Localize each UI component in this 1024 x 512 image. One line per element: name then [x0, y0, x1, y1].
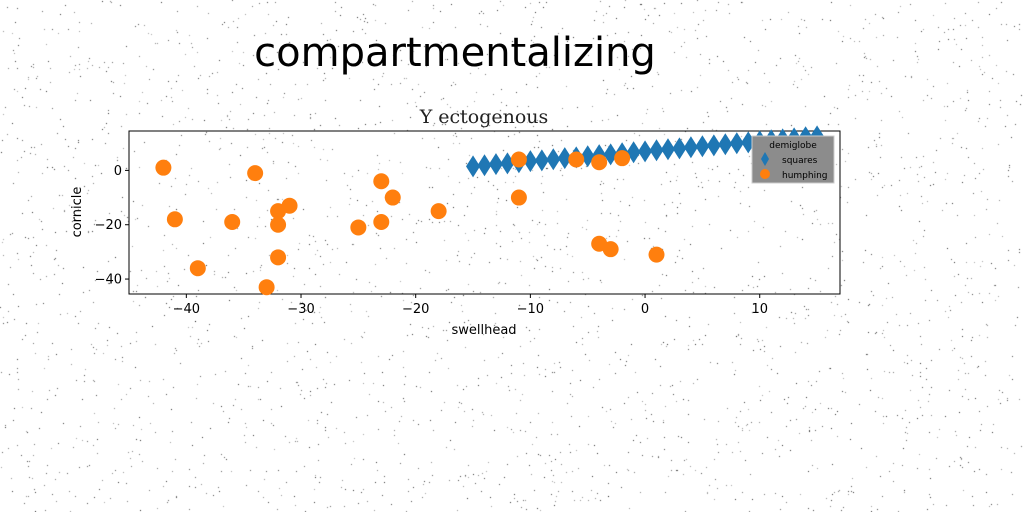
y-tick-label: −20 — [95, 218, 122, 233]
plot-area — [128, 130, 841, 295]
x-tick-label: −10 — [517, 302, 544, 317]
x-tick-label: −40 — [173, 302, 200, 317]
data-point-humphing — [258, 279, 275, 296]
legend-title: demiglobe — [769, 141, 817, 151]
x-tick-label: −30 — [287, 302, 314, 317]
data-point-humphing — [270, 216, 287, 233]
data-point-squares — [477, 154, 492, 177]
data-point-humphing — [270, 249, 287, 266]
data-point-humphing — [510, 151, 527, 168]
data-point-humphing — [510, 189, 527, 206]
data-point-squares — [546, 148, 561, 171]
data-point-squares — [523, 150, 538, 173]
data-point-squares — [488, 153, 503, 176]
y-tick-label: 0 — [114, 164, 122, 179]
data-point-squares — [500, 152, 515, 175]
data-point-squares — [466, 155, 481, 178]
x-axis: −40 −30 −20 −10 0 10 — [173, 294, 768, 317]
x-tick-label: −20 — [402, 302, 429, 317]
data-point-squares — [706, 134, 721, 157]
data-point-squares — [718, 133, 733, 156]
data-point-humphing — [224, 214, 241, 231]
data-point-humphing — [591, 154, 608, 171]
data-point-humphing — [430, 203, 447, 220]
data-point-humphing — [373, 173, 390, 190]
legend-label-humphing: humphing — [782, 171, 828, 181]
data-point-humphing — [602, 241, 619, 258]
data-point-humphing — [155, 159, 172, 176]
data-point-humphing — [648, 246, 665, 263]
data-point-humphing — [189, 260, 206, 277]
data-point-squares — [660, 138, 675, 161]
data-point-humphing — [568, 151, 585, 168]
data-point-squares — [649, 139, 664, 162]
x-tick-label: 0 — [641, 302, 649, 317]
legend: demiglobe squares humphing — [751, 135, 835, 184]
data-point-squares — [672, 137, 687, 160]
data-point-squares — [638, 140, 653, 163]
data-point-squares — [695, 135, 710, 158]
data-point-humphing — [247, 165, 264, 182]
data-point-humphing — [166, 211, 183, 228]
data-point-squares — [557, 147, 572, 170]
data-point-squares — [683, 136, 698, 159]
series-humphing — [155, 150, 665, 296]
chart-title: Y ectogenous — [419, 106, 549, 128]
x-axis-label: swellhead — [451, 323, 516, 338]
y-axis: −40 −20 0 — [95, 164, 129, 288]
legend-label-squares: squares — [782, 156, 818, 166]
data-point-humphing — [281, 197, 298, 214]
data-point-squares — [534, 149, 549, 172]
figure-suptitle: compartmentalizing — [254, 30, 656, 76]
x-tick-label: 10 — [751, 302, 768, 317]
data-point-squares — [729, 132, 744, 155]
y-axis-label: cornicle — [70, 187, 85, 238]
legend-marker-humphing — [760, 169, 770, 179]
legend-marker-squares — [761, 152, 769, 166]
data-point-humphing — [350, 219, 367, 236]
data-point-squares — [603, 143, 618, 166]
data-point-humphing — [373, 214, 390, 231]
data-point-humphing — [384, 189, 401, 206]
data-point-humphing — [614, 150, 631, 167]
y-tick-label: −40 — [95, 273, 122, 288]
